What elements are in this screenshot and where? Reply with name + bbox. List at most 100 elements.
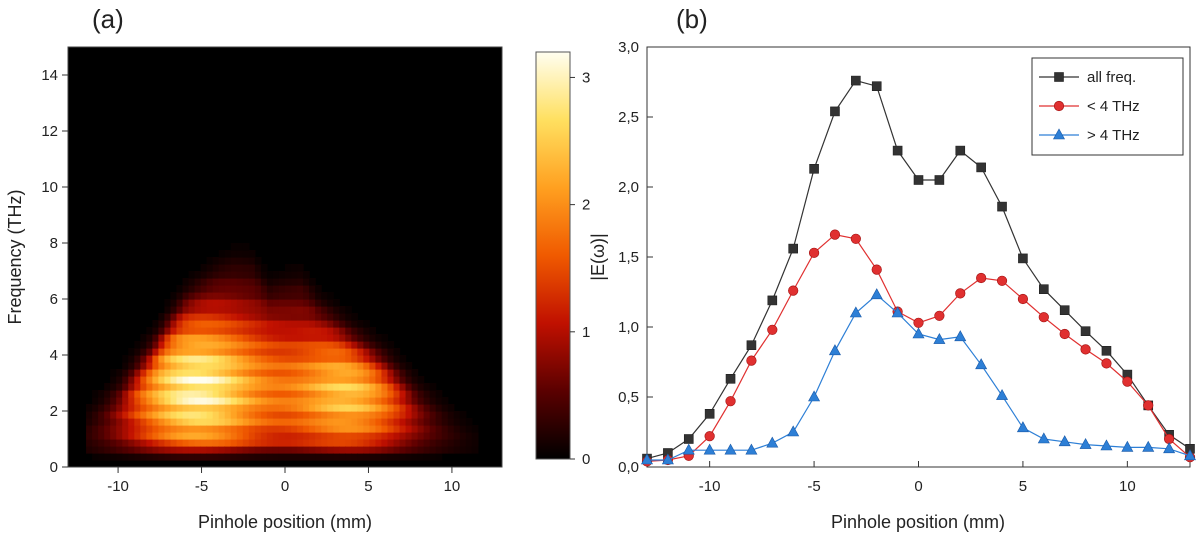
heatmap-cell [333, 383, 340, 391]
data-point-circle [1059, 328, 1070, 340]
heatmap-cell [200, 411, 208, 419]
heatmap-cell [357, 453, 364, 461]
heatmap-cell [236, 411, 244, 419]
data-point-square [767, 295, 778, 306]
heatmap-cell [182, 404, 190, 412]
heatmap-cell [218, 257, 226, 265]
data-point-circle [1053, 100, 1065, 112]
heatmap-cell [333, 376, 340, 384]
heatmap-cell [321, 418, 328, 426]
heatmap-cell [218, 376, 226, 384]
heatmap-cell [164, 348, 172, 356]
heatmap-cell [399, 397, 407, 405]
heatmap-cell [266, 334, 274, 342]
heatmap-cell [182, 306, 190, 314]
heatmap-cell [188, 271, 196, 279]
heatmap-cell [272, 383, 280, 391]
heatmap-cell [405, 362, 413, 370]
heatmap-cell [333, 313, 340, 321]
heatmap-cell [297, 376, 304, 384]
heatmap-cell [321, 334, 328, 342]
heatmap-cell [122, 404, 129, 412]
heatmap-cell [278, 306, 286, 314]
heatmap-cell [272, 411, 280, 419]
heatmap-cell [447, 439, 455, 447]
heatmap-cell [218, 292, 226, 300]
heatmap-cell [339, 327, 346, 335]
heatmap-cell [110, 404, 117, 412]
heatmap-cell [309, 411, 316, 419]
heatmap-cell [272, 439, 280, 447]
heatmap-cell [146, 446, 153, 454]
heatmap-cell [194, 425, 202, 433]
heatmap-cell [363, 383, 370, 391]
data-point-triangle [1016, 421, 1029, 433]
heatmap-x-axis-title: Pinhole position (mm) [198, 512, 372, 532]
heatmap-cell [176, 306, 184, 314]
heatmap-cell [212, 334, 220, 342]
heatmap-cell [405, 453, 413, 461]
heatmap-cell [224, 320, 232, 328]
heatmap-cell [327, 453, 334, 461]
heatmap-cell [164, 425, 172, 433]
data-point-circle [746, 355, 757, 366]
heatmap-cell [200, 299, 208, 307]
heatmap-cell [218, 299, 226, 307]
heatmap-cell [297, 439, 304, 447]
heatmap-cell [266, 362, 274, 370]
heatmap-cell [260, 292, 268, 300]
heatmap-cell [266, 341, 274, 349]
heatmap-cell [272, 299, 280, 307]
heatmap-cell [248, 285, 256, 293]
data-point-triangle [1163, 442, 1176, 454]
heatmap-cell [393, 383, 401, 391]
heatmap-cell [236, 341, 244, 349]
data-point-square [1059, 305, 1070, 316]
heatmap-cell [363, 362, 370, 370]
heatmap-cell [248, 320, 256, 328]
heatmap-cell [303, 425, 310, 433]
heatmap-cell [212, 411, 220, 419]
heatmap-cell [327, 390, 334, 398]
heatmap-cell [260, 425, 268, 433]
heatmap-cell [363, 397, 370, 405]
heatmap-cell [236, 278, 244, 286]
heatmap-cell [303, 376, 310, 384]
heatmap-cell [405, 411, 413, 419]
heatmap-cell [351, 383, 358, 391]
heatmap-cell [218, 390, 226, 398]
heatmap-cell [230, 411, 238, 419]
heatmap-cell [122, 432, 129, 440]
heatmap-cell [242, 271, 250, 279]
heatmap-cell [278, 362, 286, 370]
heatmap-cell [387, 453, 395, 461]
y-tick-label: 4 [50, 347, 58, 364]
heatmap-cell [164, 362, 172, 370]
heatmap-cell [278, 320, 286, 328]
heatmap-cell [260, 334, 268, 342]
heatmap-cell [242, 243, 250, 251]
heatmap-cell [218, 348, 226, 356]
data-point-triangle [1142, 440, 1155, 452]
heatmap-cell [351, 453, 358, 461]
heatmap-cell [110, 432, 117, 440]
heatmap-cell [339, 306, 346, 314]
heatmap-cell [278, 439, 286, 447]
heatmap-cell [212, 453, 220, 461]
heatmap-cell [321, 355, 328, 363]
heatmap-cell [471, 439, 479, 447]
heatmap-cell [291, 418, 298, 426]
heatmap-cell [218, 425, 226, 433]
heatmap-cell [212, 397, 220, 405]
heatmap-cell [291, 439, 298, 447]
heatmap-cell [260, 285, 268, 293]
heatmap-cell [429, 404, 437, 412]
heatmap-cell [297, 397, 304, 405]
data-point-circle [955, 288, 966, 299]
heatmap-cell [278, 383, 286, 391]
heatmap-cell [104, 404, 111, 412]
heatmap-cell [285, 306, 292, 314]
heatmap-cell [423, 418, 431, 426]
heatmap-cell [363, 446, 370, 454]
heatmap-cell [116, 411, 123, 419]
